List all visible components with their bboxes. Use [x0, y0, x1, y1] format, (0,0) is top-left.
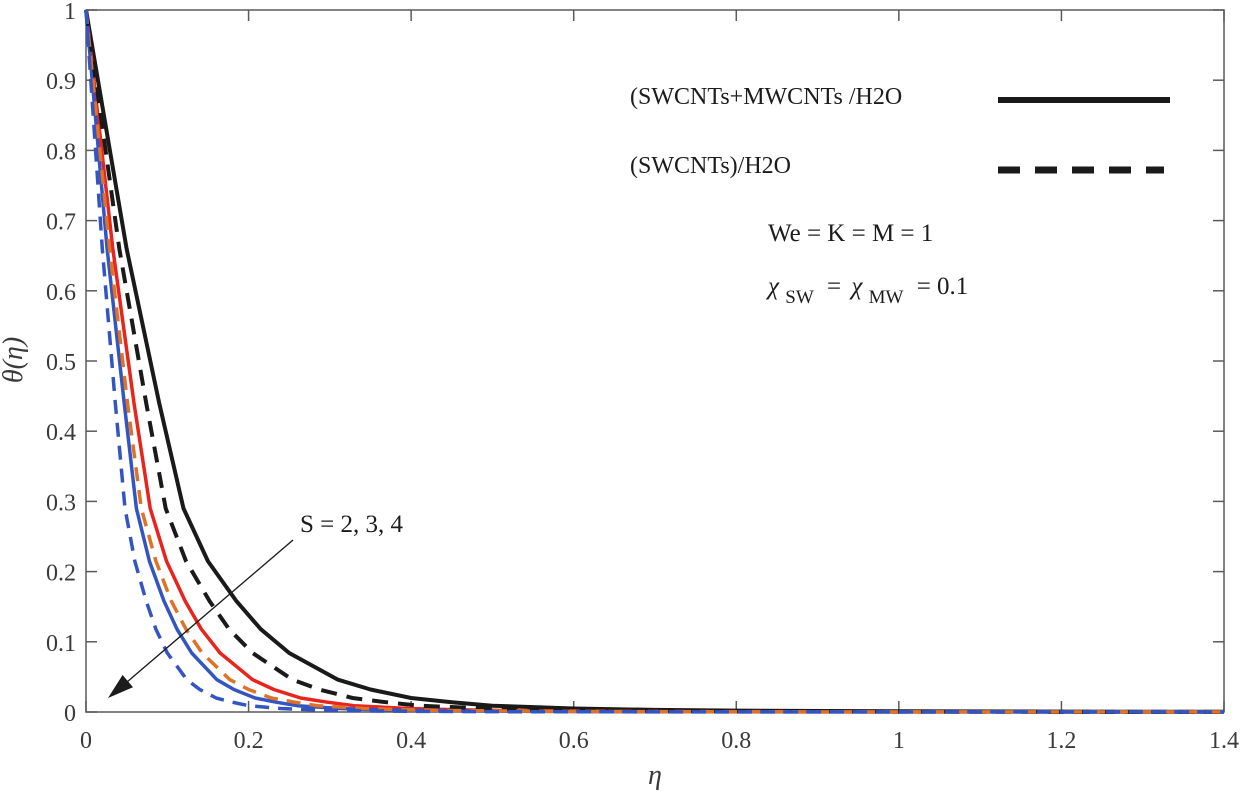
curve-swcnt-s2	[84, 9, 1225, 714]
s-annotation: S = 2, 3, 4	[108, 511, 404, 698]
y-tick-label: 0.5	[46, 350, 76, 376]
y-tick-label: 1	[64, 0, 76, 25]
curve-swcnt-s4	[84, 9, 1225, 714]
x-tick-label: 1	[893, 728, 905, 754]
curve-swcnt-s3	[84, 9, 1225, 714]
plot-frame	[85, 9, 1225, 713]
y-tick-label: 0.2	[46, 561, 76, 587]
x-axis-label: η	[648, 760, 662, 791]
curves	[84, 9, 1225, 714]
legend: (SWCNTs+MWCNTs /H2O (SWCNTs)/H2O	[630, 84, 1170, 179]
x-tick-label: 0.4	[396, 728, 426, 754]
y-tick-label: 0.6	[46, 280, 76, 306]
x-tick-label: 0	[80, 728, 92, 754]
y-axis-label: θ(η)	[0, 337, 29, 383]
legend-label-swcnt: (SWCNTs)/H2O	[630, 153, 791, 179]
curve-hybrid-s4	[84, 9, 1225, 714]
y-tick-label: 0.8	[46, 139, 76, 165]
y-tick-label: 0.7	[46, 210, 76, 236]
x-tick-label: 0.6	[559, 728, 589, 754]
curve-hybrid-s3	[84, 9, 1225, 714]
s-values-label: S = 2, 3, 4	[300, 511, 404, 538]
y-tick-label: 0.1	[46, 631, 76, 657]
x-tick-label: 0.2	[234, 728, 264, 754]
curve-hybrid-s2	[84, 9, 1225, 714]
s-arrowhead-icon	[108, 675, 133, 698]
x-tick-label: 1.2	[1046, 728, 1076, 754]
chi-equation: χ SW = χ MW = 0.1	[766, 273, 968, 309]
params-text: We = K = M = 1	[768, 220, 933, 247]
parameter-annotations: We = K = M = 1 χ SW = χ MW = 0.1	[766, 220, 968, 309]
y-tick-label: 0	[64, 701, 76, 727]
axes: 0 0.2 0.4 0.6 0.8 1 1.2 1.4 0 0.1 0.2 0.3 0.4 0.5 0.6 0…	[46, 0, 1239, 754]
y-tick-label: 0.9	[46, 69, 76, 95]
s-arrow-line	[126, 539, 294, 683]
x-tick-label: 1.4	[1209, 728, 1239, 754]
y-tick-label: 0.3	[46, 490, 76, 516]
y-tick-label: 0.4	[46, 420, 76, 446]
legend-label-hybrid: (SWCNTs+MWCNTs /H2O	[630, 84, 902, 110]
x-tick-label: 0.8	[721, 728, 751, 754]
